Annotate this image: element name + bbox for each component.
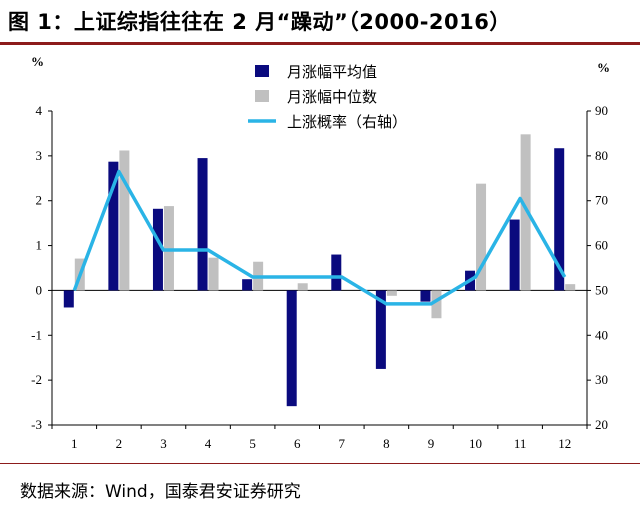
- legend-label-mean: 月涨幅平均值: [287, 63, 377, 81]
- right-axis-unit: %: [597, 60, 610, 75]
- left-tick-label: -3: [31, 417, 42, 432]
- title-divider: [0, 42, 640, 45]
- legend-swatch-mean: [255, 65, 269, 77]
- x-tick-label: 6: [294, 436, 301, 451]
- legend-label-median: 月涨幅中位数: [287, 88, 377, 106]
- bar-median: [476, 183, 487, 291]
- bar-median: [565, 284, 576, 291]
- x-tick-label: 3: [160, 436, 167, 451]
- footer-divider: [0, 463, 640, 464]
- legend-swatch-median: [255, 90, 269, 102]
- left-axis-unit: %: [31, 54, 44, 69]
- right-tick-label: 80: [595, 148, 608, 163]
- right-tick-label: 70: [595, 193, 608, 208]
- bar-mean: [286, 290, 297, 407]
- bar-median: [297, 283, 308, 291]
- left-tick-label: 3: [36, 148, 43, 163]
- line-probability: [72, 169, 567, 306]
- bar-mean: [331, 254, 342, 291]
- bar-mean: [420, 290, 431, 302]
- right-tick-label: 20: [595, 417, 608, 432]
- bar-mean: [197, 158, 208, 291]
- x-tick-label: 12: [558, 436, 571, 451]
- left-tick-label: 4: [36, 103, 43, 118]
- bar-mean: [108, 161, 119, 291]
- legend-label-probability: 上涨概率（右轴）: [287, 113, 407, 131]
- page-title: 图 1：上证综指往往在 2 月“躁动”（2000-2016）: [8, 10, 511, 34]
- bar-median: [208, 257, 219, 291]
- left-tick-label: -2: [31, 372, 42, 387]
- source-note: 数据来源：Wind，国泰君安证券研究: [20, 482, 301, 502]
- left-tick-label: 0: [36, 282, 43, 297]
- right-tick-label: 30: [595, 372, 608, 387]
- bar-median: [119, 150, 130, 291]
- x-tick-label: 5: [249, 436, 256, 451]
- right-tick-label: 40: [595, 327, 608, 342]
- left-tick-label: 1: [36, 238, 43, 253]
- right-tick-label: 60: [595, 238, 608, 253]
- left-tick-label: 2: [36, 193, 43, 208]
- x-tick-label: 2: [116, 436, 123, 451]
- right-tick-label: 90: [595, 103, 608, 118]
- bar-mean: [242, 279, 253, 291]
- bar-mean: [152, 208, 163, 291]
- bar-mean: [63, 290, 74, 308]
- bar-mean: [554, 148, 565, 291]
- x-tick-label: 1: [71, 436, 78, 451]
- bar-mean: [509, 219, 520, 291]
- bar-median: [163, 206, 174, 291]
- right-tick-label: 50: [595, 282, 608, 297]
- x-tick-label: 9: [428, 436, 435, 451]
- x-tick-label: 7: [339, 436, 346, 451]
- x-tick-label: 11: [514, 436, 527, 451]
- x-tick-label: 4: [205, 436, 212, 451]
- x-tick-label: 8: [383, 436, 390, 451]
- left-tick-label: -1: [31, 327, 42, 342]
- bar-median: [386, 290, 397, 296]
- bar-median: [520, 134, 531, 291]
- x-tick-label: 10: [469, 436, 482, 451]
- bar-mean: [375, 290, 386, 369]
- bar-median: [431, 290, 442, 319]
